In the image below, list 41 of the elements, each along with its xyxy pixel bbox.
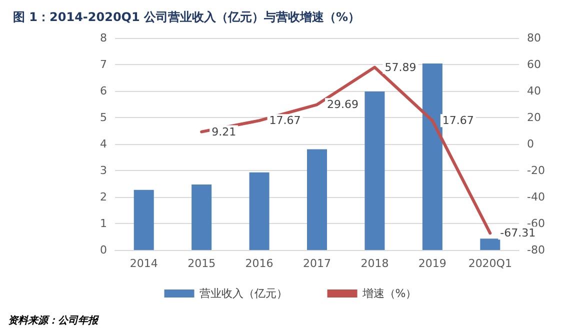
y-tick-label: 6: [100, 84, 107, 98]
bar: [480, 238, 500, 250]
y2-tick-label: -80: [527, 244, 545, 256]
data-label: 17.67: [442, 114, 474, 128]
bar: [307, 149, 327, 250]
chart-title: 图 1：2014-2020Q1 公司营业收入（亿元）与营收增速（%）: [13, 10, 360, 24]
y2-tick-label: 40: [527, 84, 541, 98]
x-tick-label: 2018: [360, 257, 389, 270]
y-tick-label: 0: [100, 244, 107, 256]
y-tick-label: 2: [100, 190, 107, 204]
y2-tick-label: -40: [527, 190, 545, 204]
data-label: 17.67: [269, 114, 301, 128]
bar: [422, 63, 442, 250]
data-label: 29.69: [327, 98, 358, 112]
bar: [249, 172, 270, 250]
data-label: 57.89: [384, 60, 416, 74]
x-tick-label: 2020Q1: [468, 257, 512, 270]
y2-tick-label: 0: [527, 138, 534, 150]
y2-tick-label: 60: [527, 58, 541, 71]
y-tick-label: 4: [100, 138, 107, 150]
x-tick-label: 2019: [418, 257, 446, 270]
text: 资料来源：公司年报: [8, 314, 100, 326]
y2-tick-label: -20: [527, 164, 545, 177]
x-tick-label: 2017: [303, 257, 331, 270]
x-tick-label: 2014: [130, 257, 158, 270]
y-tick-label: 3: [100, 164, 107, 177]
bar: [192, 184, 212, 250]
x-tick-label: 2015: [188, 257, 216, 270]
y2-tick-label: 80: [527, 32, 541, 44]
x-tick-label: 2016: [245, 257, 274, 270]
y-tick-label: 7: [100, 58, 107, 71]
legend-label: 增速（%）: [361, 287, 417, 300]
data-label: -67.31: [500, 226, 536, 240]
legend-label: 营业收入（亿元）: [199, 287, 288, 300]
y2-tick-label: 20: [527, 111, 541, 124]
y-tick-label: 5: [100, 111, 107, 124]
bar: [364, 92, 385, 250]
bar: [134, 190, 154, 250]
y-tick-label: 1: [100, 217, 107, 230]
data-label: 9.21: [212, 125, 236, 138]
y-tick-label: 8: [100, 32, 107, 44]
